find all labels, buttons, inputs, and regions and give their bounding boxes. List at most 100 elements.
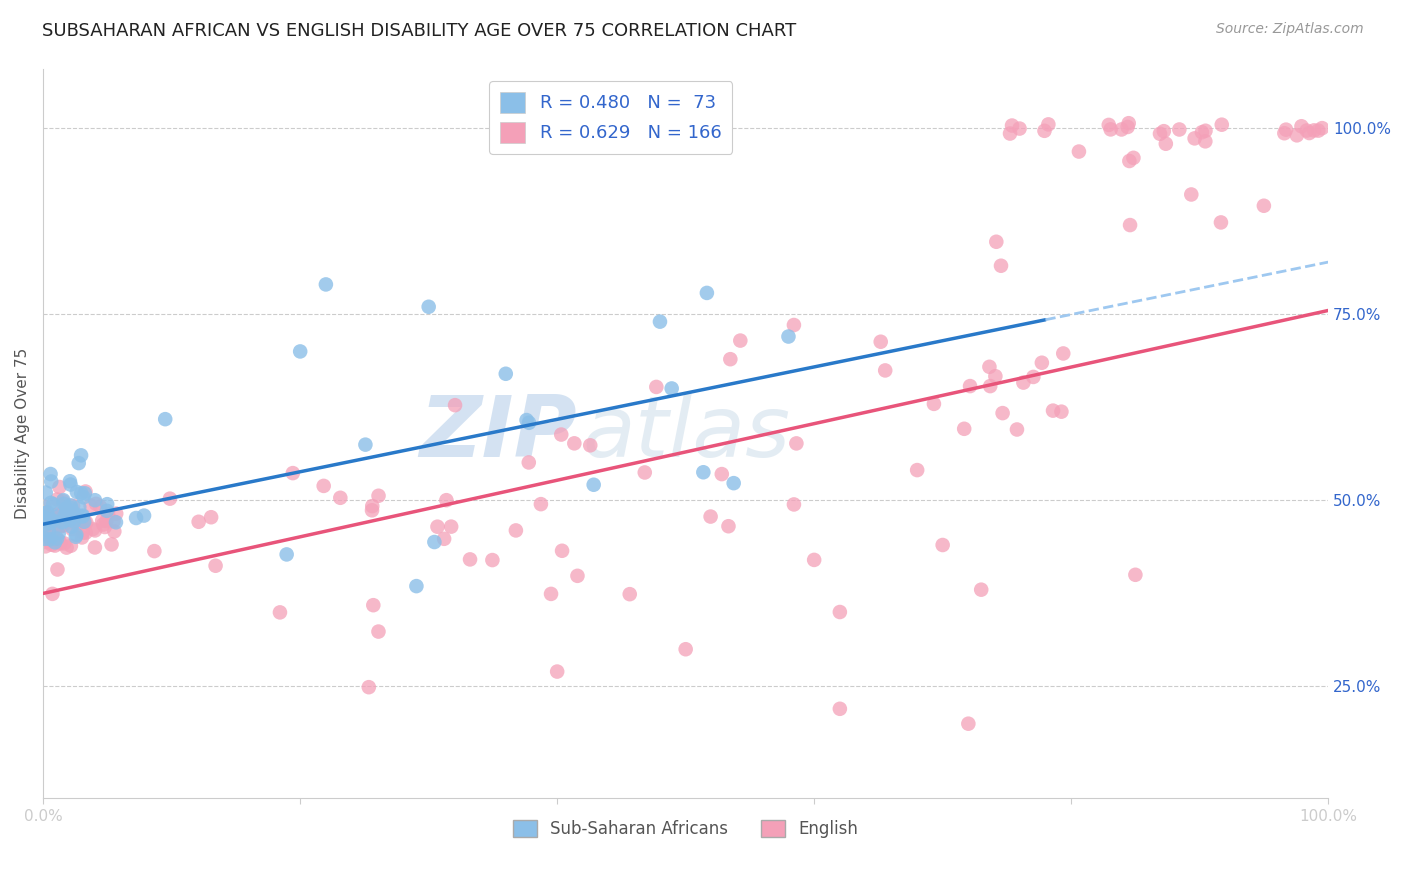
Point <box>34 535 56 549</box>
Point <box>828 702 851 716</box>
Point <box>540 587 562 601</box>
Point <box>51 507 73 521</box>
Point <box>63 508 86 522</box>
Point <box>984 369 1007 384</box>
Point <box>41 538 63 552</box>
Point <box>60 522 83 536</box>
Point <box>35 511 58 525</box>
Point <box>32 521 55 535</box>
Point <box>1118 153 1140 168</box>
Point <box>551 543 574 558</box>
Point <box>1194 134 1216 148</box>
Point <box>718 352 741 367</box>
Point <box>35 506 58 520</box>
Point <box>79 499 101 513</box>
Point <box>869 334 891 349</box>
Point <box>42 514 65 528</box>
Point <box>828 605 851 619</box>
Point <box>312 479 335 493</box>
Text: Source: ZipAtlas.com: Source: ZipAtlas.com <box>1216 22 1364 37</box>
Point <box>444 398 467 412</box>
Point <box>619 587 641 601</box>
Point <box>269 606 291 620</box>
Point <box>105 507 128 521</box>
Text: atlas: atlas <box>583 392 790 475</box>
Point <box>1154 136 1177 151</box>
Point <box>875 363 897 377</box>
Point <box>357 680 380 694</box>
Point <box>73 515 96 529</box>
Point <box>51 516 73 530</box>
Point <box>361 503 384 517</box>
Point <box>63 516 86 531</box>
Point <box>1253 199 1275 213</box>
Point <box>418 300 440 314</box>
Point <box>1310 121 1333 136</box>
Point <box>42 524 65 539</box>
Point <box>48 526 70 541</box>
Point <box>42 527 65 541</box>
Point <box>84 524 107 538</box>
Point <box>70 486 93 500</box>
Point <box>34 532 56 546</box>
Point <box>367 489 389 503</box>
Point <box>290 344 312 359</box>
Point <box>530 497 553 511</box>
Point <box>62 499 84 513</box>
Point <box>65 530 87 544</box>
Point <box>39 475 62 489</box>
Point <box>710 467 733 481</box>
Point <box>1168 122 1191 136</box>
Point <box>329 491 352 505</box>
Point <box>1194 124 1216 138</box>
Point <box>39 496 62 510</box>
Y-axis label: Disability Age Over 75: Disability Age Over 75 <box>15 348 30 519</box>
Point <box>45 509 67 524</box>
Point <box>46 508 69 522</box>
Point <box>495 367 517 381</box>
Point <box>204 558 226 573</box>
Point <box>55 541 77 555</box>
Point <box>567 569 589 583</box>
Point <box>634 466 657 480</box>
Point <box>1122 151 1144 165</box>
Point <box>72 525 94 540</box>
Point <box>803 553 825 567</box>
Point <box>986 235 1008 249</box>
Point <box>1295 123 1317 137</box>
Point <box>48 534 70 549</box>
Point <box>1180 187 1202 202</box>
Text: SUBSAHARAN AFRICAN VS ENGLISH DISABILITY AGE OVER 75 CORRELATION CHART: SUBSAHARAN AFRICAN VS ENGLISH DISABILITY… <box>42 22 796 40</box>
Point <box>1022 370 1045 384</box>
Point <box>55 501 77 516</box>
Point <box>367 624 389 639</box>
Point <box>1272 126 1295 140</box>
Point <box>39 513 62 527</box>
Point <box>49 536 72 550</box>
Point <box>1149 127 1171 141</box>
Point <box>481 553 503 567</box>
Point <box>67 516 90 530</box>
Point <box>35 485 58 500</box>
Point <box>35 512 58 526</box>
Point <box>70 448 93 462</box>
Point <box>922 397 945 411</box>
Point <box>1111 122 1133 136</box>
Point <box>730 334 752 348</box>
Point <box>1052 346 1074 360</box>
Point <box>84 493 107 508</box>
Point <box>49 517 72 532</box>
Point <box>692 465 714 479</box>
Point <box>53 508 76 523</box>
Point <box>70 516 93 530</box>
Point <box>96 504 118 518</box>
Point <box>276 548 298 562</box>
Point <box>84 497 107 511</box>
Point <box>423 535 446 549</box>
Point <box>75 525 97 540</box>
Point <box>953 422 976 436</box>
Point <box>1209 215 1232 229</box>
Point <box>1303 123 1326 137</box>
Point <box>37 506 59 520</box>
Point <box>65 528 87 542</box>
